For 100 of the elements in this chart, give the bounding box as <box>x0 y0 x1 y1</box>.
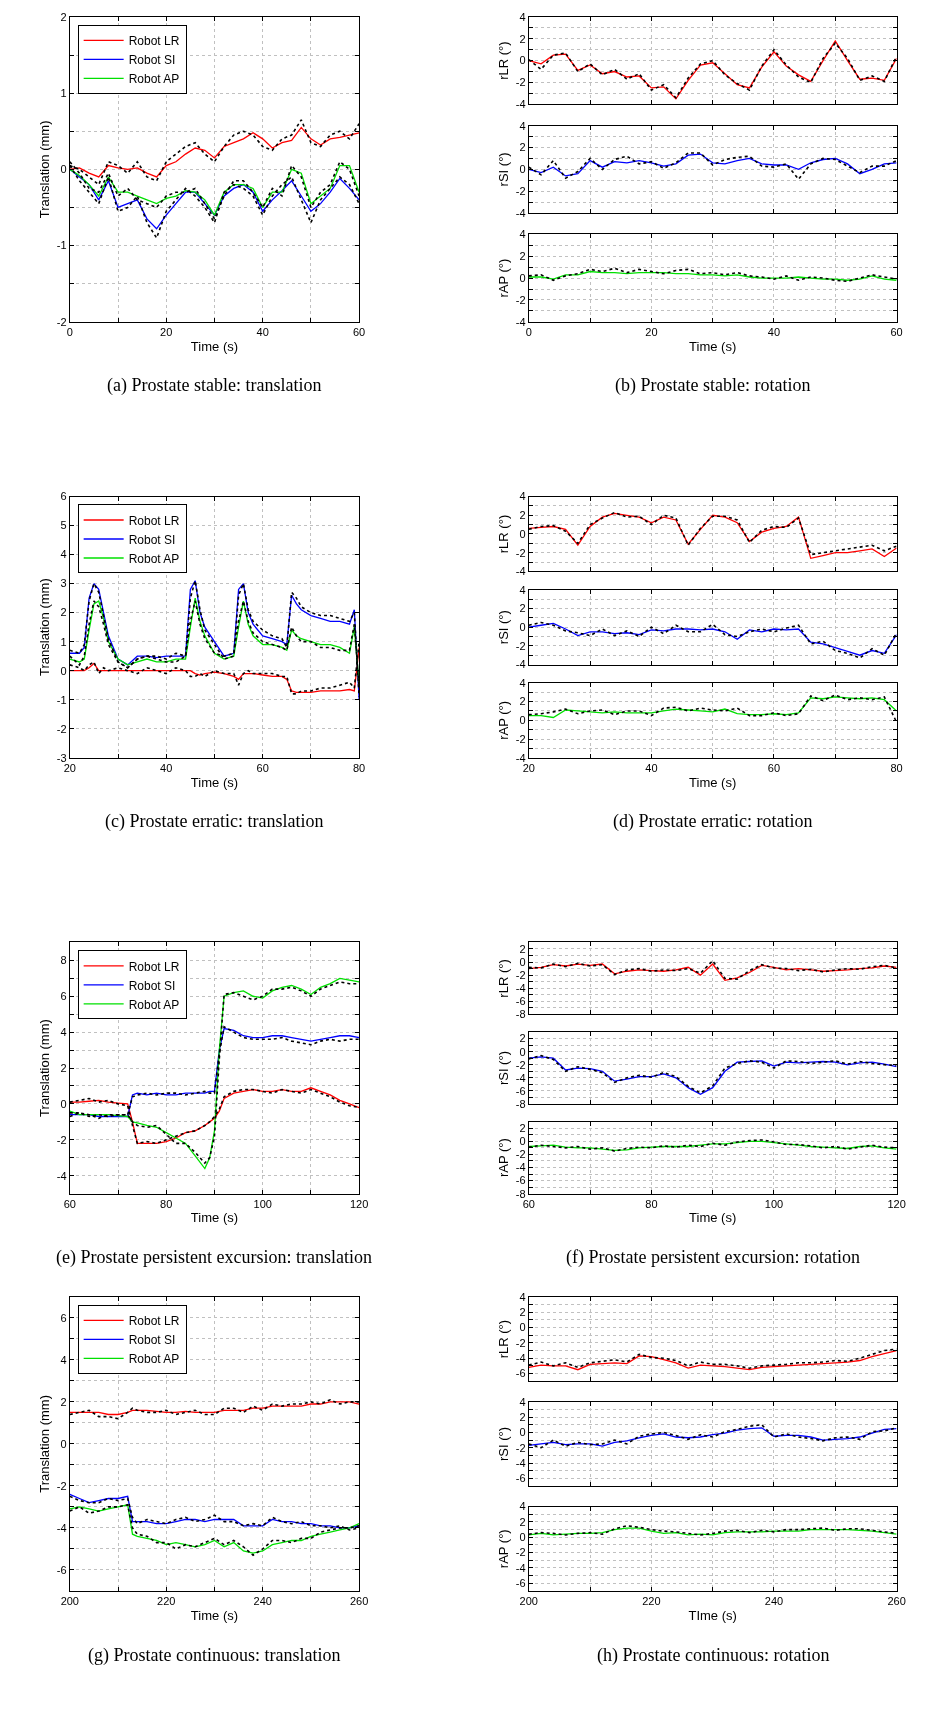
y-tick-label: -4 <box>515 206 526 219</box>
y-axis-title: rSI (°) <box>495 1050 511 1086</box>
y-tick-label: 4 <box>519 1500 526 1513</box>
y-tick-label: -1 <box>56 239 67 252</box>
y-axis-title: rLR (°) <box>495 959 511 998</box>
y-tick-label: -4 <box>515 315 526 328</box>
y-tick-label: -2 <box>515 1546 526 1559</box>
y-tick-label: -4 <box>515 1456 526 1469</box>
x-tick-label: 120 <box>887 1197 906 1210</box>
y-tick-label: 4 <box>60 548 67 561</box>
legend-label: Robot SI <box>128 978 176 993</box>
y-tick-label: 2 <box>519 32 526 45</box>
text: (e) Prostate persistent excursion: translation <box>56 1247 372 1268</box>
x-tick-label: 60 <box>522 1197 535 1210</box>
x-tick-label: 100 <box>253 1197 272 1210</box>
legend-label: Robot LR <box>128 513 180 528</box>
x-tick-label: 240 <box>764 1595 784 1608</box>
y-axis-title: Translation (mm) <box>36 120 52 219</box>
legend-label: Robot LR <box>128 34 180 49</box>
y-tick-label: -4 <box>515 751 526 764</box>
y-tick-label: 4 <box>519 1290 526 1303</box>
y-axis-title: rSI (°) <box>495 152 511 187</box>
y-tick-label: 4 <box>519 228 526 241</box>
y-tick-label: -6 <box>515 1367 526 1380</box>
y-tick-label: -6 <box>515 995 526 1008</box>
y-tick-label: 6 <box>60 1311 67 1324</box>
y-tick-label: -2 <box>56 315 67 328</box>
y-tick-label: -4 <box>56 1521 67 1534</box>
y-tick-label: 1 <box>60 635 67 648</box>
y-tick-label: -2 <box>515 1058 526 1071</box>
x-tick-label: 260 <box>887 1595 906 1608</box>
x-tick-label: 40 <box>160 761 173 774</box>
x-axis-title: Time (s) <box>689 338 737 354</box>
y-tick-label: -4 <box>515 565 526 578</box>
y-tick-label: 4 <box>60 1026 67 1038</box>
text: (d) Prostate erratic: rotation <box>613 811 813 832</box>
x-tick-label: 20 <box>160 325 173 338</box>
x-tick-label: 40 <box>256 325 269 338</box>
y-tick-label: 2 <box>60 10 67 23</box>
y-tick-label: 2 <box>519 602 526 615</box>
y-tick-label: -2 <box>515 293 526 306</box>
x-tick-label: 220 <box>157 1595 176 1608</box>
y-tick-label: 2 <box>60 606 67 619</box>
y-tick-label: -8 <box>515 1187 526 1200</box>
legend-label: Robot LR <box>128 959 180 974</box>
y-axis-title: Translation (mm) <box>36 1395 52 1493</box>
x-tick-label: 200 <box>60 1595 79 1608</box>
y-tick-label: -2 <box>515 969 526 982</box>
y-tick-label: 4 <box>519 583 526 596</box>
y-tick-label: -2 <box>515 546 526 559</box>
legend-label: Robot AP <box>128 72 180 87</box>
text: (g) Prostate continuous: translation <box>88 1645 341 1666</box>
y-tick-label: -8 <box>515 1008 526 1021</box>
y-tick-label: 0 <box>519 620 526 633</box>
x-axis-title: Time (s) <box>190 1607 239 1623</box>
y-tick-label: 0 <box>519 714 526 727</box>
y-tick-label: -4 <box>515 1071 526 1084</box>
y-tick-label: 0 <box>519 1426 526 1439</box>
y-tick-label: 4 <box>519 490 526 503</box>
y-tick-label: -4 <box>515 658 526 671</box>
text: (h) Prostate continuous: rotation <box>597 1645 830 1666</box>
x-axis-title: Time (s) <box>190 338 239 354</box>
y-tick-label: 0 <box>519 955 526 968</box>
y-axis-title: Translation (mm) <box>36 1019 52 1117</box>
y-tick-label: 2 <box>519 1122 526 1135</box>
y-tick-label: 3 <box>60 577 67 590</box>
legend-label: Robot SI <box>128 1333 176 1348</box>
y-tick-label: -2 <box>56 722 67 735</box>
x-axis-title: TIme (s) <box>688 1607 737 1623</box>
y-tick-label: -2 <box>515 1336 526 1349</box>
y-tick-label: 4 <box>519 119 526 132</box>
y-tick-label: 0 <box>60 163 67 176</box>
x-tick-label: 80 <box>353 761 366 774</box>
y-tick-label: 4 <box>519 10 526 23</box>
x-axis-title: Time (s) <box>689 1210 737 1226</box>
x-tick-label: 20 <box>645 325 658 338</box>
y-axis-title: rAP (°) <box>495 700 511 740</box>
y-tick-label: 1 <box>60 86 67 99</box>
text: (f) Prostate persistent excursion: rotation <box>566 1247 860 1268</box>
y-tick-label: -4 <box>515 1561 526 1574</box>
y-tick-label: -2 <box>515 732 526 745</box>
y-tick-label: 0 <box>519 1321 526 1334</box>
y-tick-label: -2 <box>56 1133 67 1146</box>
y-tick-label: -2 <box>515 76 526 89</box>
y-axis-title: rLR (°) <box>495 514 511 554</box>
y-tick-label: 2 <box>519 250 526 263</box>
legend-label: Robot AP <box>128 1352 180 1367</box>
y-tick-label: 2 <box>519 141 526 154</box>
y-tick-label: 0 <box>519 527 526 540</box>
y-tick-label: 0 <box>519 54 526 67</box>
y-axis-title: rAP (°) <box>495 1529 511 1569</box>
y-tick-label: -1 <box>56 693 67 706</box>
x-tick-label: 60 <box>256 761 269 774</box>
x-tick-label: 60 <box>767 761 781 774</box>
text: (c) Prostate erratic: translation <box>105 811 324 832</box>
y-axis-title: Translation (mm) <box>36 578 52 677</box>
y-tick-label: 2 <box>519 695 526 708</box>
y-tick-label: 4 <box>519 676 526 689</box>
y-tick-label: 2 <box>519 1032 526 1045</box>
x-tick-label: 260 <box>349 1595 369 1608</box>
